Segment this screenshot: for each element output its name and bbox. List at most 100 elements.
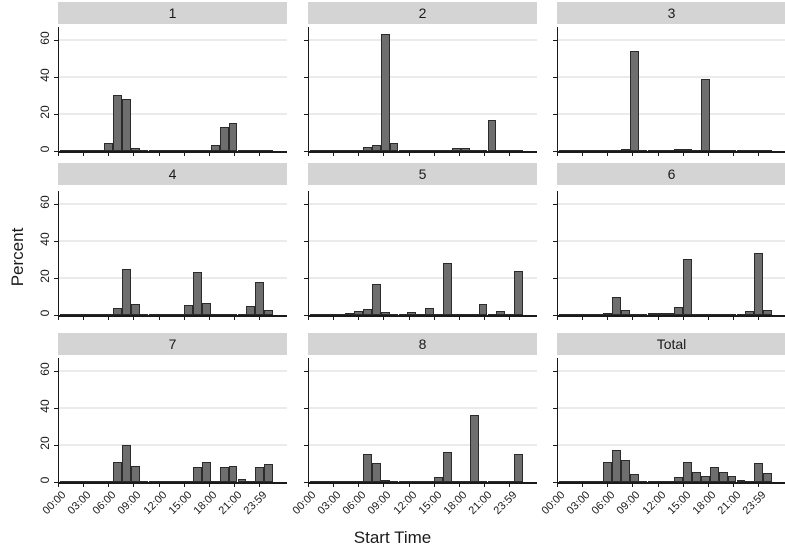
panel-title: 7 <box>58 333 287 355</box>
bar-hour-7 <box>620 459 630 482</box>
x-axis-tick <box>58 152 59 156</box>
y-axis-tick <box>54 370 58 372</box>
x-axis-line <box>58 482 287 484</box>
y-axis-tick <box>54 444 58 446</box>
gridline-20 <box>308 443 537 446</box>
gridline-20 <box>308 112 537 115</box>
x-axis-tick <box>682 483 684 487</box>
bar-hour-7 <box>371 463 381 482</box>
x-axis-tick <box>458 483 460 487</box>
bar-hour-19 <box>727 476 737 482</box>
bar-hour-20 <box>736 480 746 483</box>
y-axis-tick <box>54 151 58 152</box>
x-axis-tick <box>458 152 460 156</box>
panel-title-label: 4 <box>168 166 177 182</box>
bar-hour-6 <box>362 308 372 315</box>
y-axis-tick <box>553 113 557 115</box>
panel-title: 2 <box>308 2 537 24</box>
y-tick-label: 60 <box>38 31 52 45</box>
bar-hour-11 <box>656 312 666 315</box>
y-axis-line <box>58 191 59 316</box>
y-axis-tick <box>54 277 58 279</box>
x-axis-line <box>308 151 537 153</box>
bar-hour-8 <box>130 466 140 482</box>
panel-title-label: 5 <box>418 166 427 182</box>
bar-hour-16 <box>201 461 211 482</box>
x-axis-tick <box>233 316 235 320</box>
panel-title-label: 2 <box>418 5 427 21</box>
gridline-20 <box>557 276 785 279</box>
x-axis-tick <box>158 483 160 487</box>
bar-hour-6 <box>362 147 372 151</box>
bar-hour-18 <box>219 126 229 151</box>
x-axis-tick <box>233 152 235 156</box>
x-axis-tick <box>183 152 185 156</box>
bar-hour-23 <box>264 310 274 315</box>
bar-hour-13 <box>425 307 435 315</box>
x-axis-tick <box>183 483 185 487</box>
panel-title: 5 <box>308 163 537 185</box>
x-axis-tick <box>408 483 410 487</box>
x-axis-tick <box>483 152 485 156</box>
bar-hour-14 <box>434 477 443 482</box>
plot-area <box>304 27 537 156</box>
x-axis-tick <box>682 152 684 156</box>
gridline-40 <box>308 406 537 409</box>
bar-hour-23 <box>264 464 274 482</box>
bar-hour-19 <box>228 123 238 151</box>
x-axis-tick <box>582 483 584 487</box>
y-axis-tick <box>304 203 308 205</box>
bar-hour-14 <box>683 149 692 152</box>
x-axis-tick <box>383 483 385 487</box>
y-tick-label: 0 <box>38 145 52 153</box>
y-axis-tick <box>553 240 557 242</box>
x-axis-tick <box>632 152 634 156</box>
x-axis-tick <box>333 152 335 156</box>
x-axis-tick <box>108 483 110 487</box>
bar-hour-5 <box>603 312 612 315</box>
bar-hour-8 <box>380 34 390 151</box>
x-axis-tick <box>308 152 309 156</box>
x-axis-tick <box>383 152 385 156</box>
x-axis-tick <box>358 316 360 320</box>
panel-title: 1 <box>58 2 287 24</box>
gridline-40 <box>308 75 537 78</box>
x-axis-line <box>557 151 785 153</box>
bar-hour-5 <box>354 311 363 315</box>
y-axis-line <box>557 27 558 152</box>
x-axis-tick <box>408 152 410 156</box>
x-axis-tick <box>757 152 759 156</box>
x-axis-tick <box>757 483 759 487</box>
x-axis-tick <box>208 152 210 156</box>
bar-hour-21 <box>496 311 506 315</box>
y-axis-tick <box>304 39 308 41</box>
gridline-20 <box>58 443 287 446</box>
x-axis-tick <box>607 152 609 156</box>
panel-title-label: 7 <box>168 336 177 352</box>
x-axis-tick <box>757 316 759 320</box>
bar-hour-12 <box>665 312 675 315</box>
x-axis-tick <box>133 316 135 320</box>
bar-hour-20 <box>487 119 497 151</box>
gridline-60 <box>557 38 785 41</box>
bar-hour-13 <box>674 306 684 315</box>
y-axis-tick <box>553 39 557 41</box>
gridline-20 <box>58 276 287 279</box>
x-axis-tick <box>732 152 734 156</box>
panel-title-label: 8 <box>418 336 427 352</box>
panel-title: 4 <box>58 163 287 185</box>
y-tick-label: 40 <box>38 399 52 413</box>
x-axis-tick <box>582 152 584 156</box>
bar-hour-18 <box>718 471 728 482</box>
plot-area <box>54 358 287 487</box>
bar-hour-13 <box>674 477 684 482</box>
x-axis-tick <box>233 483 235 487</box>
x-axis-tick <box>632 483 634 487</box>
y-axis-tick <box>304 444 308 446</box>
y-axis-tick <box>54 482 58 483</box>
bar-hour-9 <box>389 142 399 151</box>
y-axis-tick <box>304 240 308 242</box>
panel-title: Total <box>557 333 785 355</box>
bar-hour-16 <box>700 475 710 482</box>
y-axis-tick <box>304 407 308 409</box>
